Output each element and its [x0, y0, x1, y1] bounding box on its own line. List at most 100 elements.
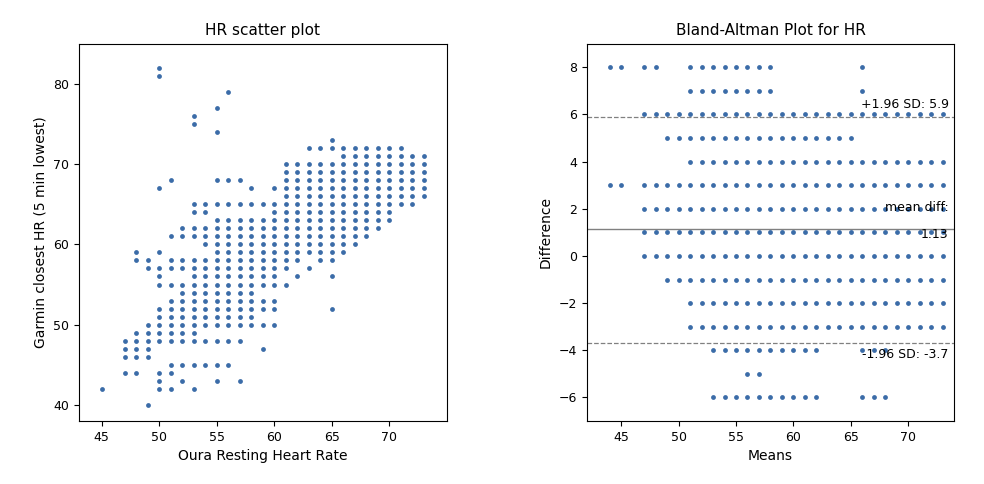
Point — [843, 252, 859, 260]
Point — [267, 200, 282, 208]
Point — [774, 252, 790, 260]
Point — [416, 152, 432, 160]
Point — [716, 228, 732, 236]
Point — [312, 184, 328, 192]
Point — [174, 305, 190, 313]
Point — [267, 297, 282, 304]
Point — [312, 160, 328, 168]
Point — [809, 276, 825, 284]
Point — [878, 276, 893, 284]
Point — [740, 110, 756, 118]
Point — [186, 321, 202, 329]
Point — [277, 200, 293, 208]
Point — [277, 241, 293, 248]
Point — [267, 257, 282, 264]
Point — [900, 205, 916, 212]
Point — [785, 323, 801, 331]
Point — [232, 200, 248, 208]
Point — [255, 272, 271, 280]
Point — [346, 225, 362, 232]
Point — [866, 299, 882, 307]
Point — [647, 205, 663, 212]
Point — [866, 181, 882, 189]
Point — [301, 184, 317, 192]
Point — [416, 184, 432, 192]
Point — [751, 110, 767, 118]
Point — [740, 158, 756, 166]
Point — [162, 321, 178, 329]
Point — [866, 323, 882, 331]
Point — [220, 257, 236, 264]
Point — [289, 232, 305, 240]
Point — [232, 377, 248, 385]
Point — [267, 225, 282, 232]
Point — [682, 205, 698, 212]
Point — [820, 228, 835, 236]
Point — [393, 160, 408, 168]
Point — [128, 248, 144, 256]
Point — [763, 252, 778, 260]
Point — [751, 134, 767, 142]
Point — [924, 323, 940, 331]
Point — [843, 276, 859, 284]
X-axis label: Oura Resting Heart Rate: Oura Resting Heart Rate — [178, 449, 347, 463]
Point — [820, 205, 835, 212]
Point — [243, 216, 259, 224]
Point — [277, 248, 293, 256]
Point — [751, 87, 767, 95]
Point — [740, 393, 756, 401]
Point — [404, 176, 420, 184]
Point — [232, 248, 248, 256]
Point — [740, 63, 756, 71]
Point — [324, 272, 339, 280]
Point — [647, 110, 663, 118]
Point — [152, 72, 167, 79]
Point — [890, 158, 905, 166]
Point — [694, 276, 709, 284]
Point — [728, 299, 744, 307]
Point — [336, 152, 351, 160]
Point — [694, 110, 709, 118]
Point — [128, 329, 144, 336]
Point — [186, 112, 202, 120]
Point — [358, 225, 374, 232]
Point — [866, 205, 882, 212]
Title: HR scatter plot: HR scatter plot — [206, 23, 320, 38]
Point — [312, 225, 328, 232]
Point — [312, 168, 328, 176]
Point — [682, 323, 698, 331]
Point — [694, 252, 709, 260]
Point — [243, 248, 259, 256]
Point — [243, 305, 259, 313]
Point — [843, 299, 859, 307]
Point — [393, 192, 408, 200]
Point — [404, 200, 420, 208]
Point — [174, 321, 190, 329]
Point — [393, 200, 408, 208]
Point — [682, 158, 698, 166]
Point — [174, 232, 190, 240]
Point — [763, 299, 778, 307]
Point — [855, 63, 871, 71]
Point — [774, 158, 790, 166]
Point — [855, 228, 871, 236]
Point — [370, 144, 386, 152]
Point — [855, 205, 871, 212]
Point — [878, 205, 893, 212]
Point — [831, 323, 847, 331]
Point — [866, 110, 882, 118]
Point — [277, 225, 293, 232]
Point — [174, 329, 190, 336]
Point — [728, 205, 744, 212]
Point — [289, 200, 305, 208]
Point — [312, 200, 328, 208]
Point — [220, 248, 236, 256]
Point — [912, 181, 928, 189]
Point — [682, 276, 698, 284]
Point — [243, 241, 259, 248]
Point — [370, 176, 386, 184]
Point — [186, 265, 202, 272]
Point — [255, 281, 271, 288]
Point — [232, 321, 248, 329]
Point — [935, 228, 951, 236]
